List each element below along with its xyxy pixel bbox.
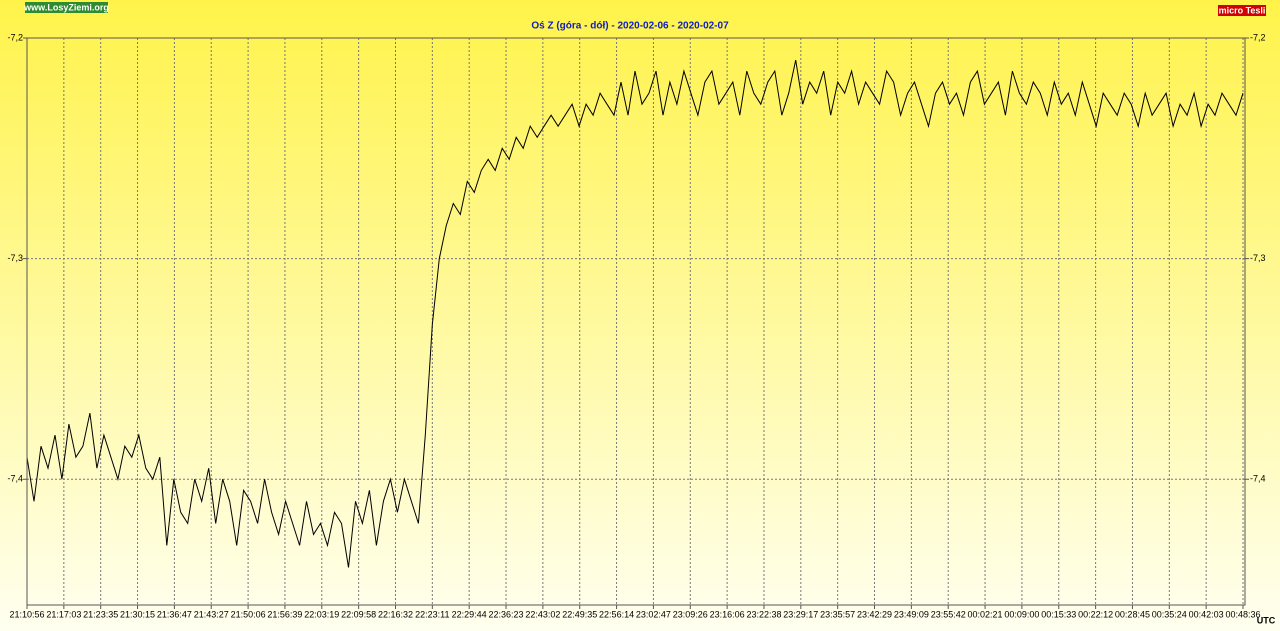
- plot-frame: [26, 37, 1246, 606]
- x-tick-label: 21:17:03: [46, 609, 81, 619]
- unit-label: micro Tesli: [1219, 5, 1266, 15]
- x-tick-label: 22:56:14: [599, 609, 634, 619]
- chart-title: Oś Z (góra - dół) - 2020-02-06 - 2020-02…: [531, 21, 729, 32]
- x-tick-label: 00:35:24: [1152, 609, 1187, 619]
- x-tick-label: 21:23:35: [83, 609, 118, 619]
- source-badge: [25, 2, 108, 13]
- x-tick-label: 23:55:42: [931, 609, 966, 619]
- x-tick-label: 22:29:44: [452, 609, 487, 619]
- x-tick-label: 21:30:15: [120, 609, 155, 619]
- x-tick-label: 22:49:35: [562, 609, 597, 619]
- x-tick-label: 00:22:12: [1078, 609, 1113, 619]
- y2-tick-label: -7,2: [1250, 32, 1266, 42]
- x-tick-label: 00:42:03: [1189, 609, 1224, 619]
- y-tick-label: -7,3: [7, 253, 23, 263]
- x-tick-label: 00:02:21: [968, 609, 1003, 619]
- x-tick-label: 21:50:06: [231, 609, 266, 619]
- x-tick-label: 23:16:06: [710, 609, 745, 619]
- y2-tick-label: -7,3: [1250, 253, 1266, 263]
- x-tick-label: 00:48:36: [1225, 609, 1260, 619]
- x-tick-label: 21:43:27: [194, 609, 229, 619]
- source: www.LosyZiemi.org: [23, 2, 109, 12]
- x-tick-label: 23:35:57: [820, 609, 855, 619]
- x-tick-label: 21:10:56: [9, 609, 44, 619]
- x-tick-label: 22:03:19: [304, 609, 339, 619]
- x-tick-label: 00:15:33: [1041, 609, 1076, 619]
- y2-tick-label: -7,4: [1250, 474, 1266, 484]
- x-tick-label: 22:23:11: [415, 609, 449, 619]
- x-tick-label: 21:56:39: [267, 609, 302, 619]
- x-tick-label: 22:09:58: [341, 609, 376, 619]
- x-tick-label: 23:22:38: [746, 609, 781, 619]
- x-tick-label: 23:42:29: [857, 609, 892, 619]
- y-tick-label: -7,2: [7, 32, 23, 42]
- x-axis-label: UTC: [1257, 615, 1276, 625]
- x-tick-label: 23:02:47: [636, 609, 671, 619]
- x-tick-label: 00:09:00: [1004, 609, 1039, 619]
- x-tick-label: 23:09:26: [673, 609, 708, 619]
- y-tick-label: -7,4: [7, 474, 23, 484]
- grid: [27, 37, 1245, 605]
- data-line: [26, 59, 1244, 568]
- x-tick-label: 22:16:32: [378, 609, 413, 619]
- plot: [26, 59, 1244, 568]
- x-tick-label: 23:29:17: [783, 609, 818, 619]
- x-tick-label: 23:49:09: [894, 609, 929, 619]
- x-tick-label: 00:28:45: [1115, 609, 1150, 619]
- x-tick-label: 22:43:02: [525, 609, 560, 619]
- x-tick-label: 21:36:47: [157, 609, 192, 619]
- unit-badge: [1218, 5, 1266, 16]
- x-tick-label: 22:36:23: [489, 609, 524, 619]
